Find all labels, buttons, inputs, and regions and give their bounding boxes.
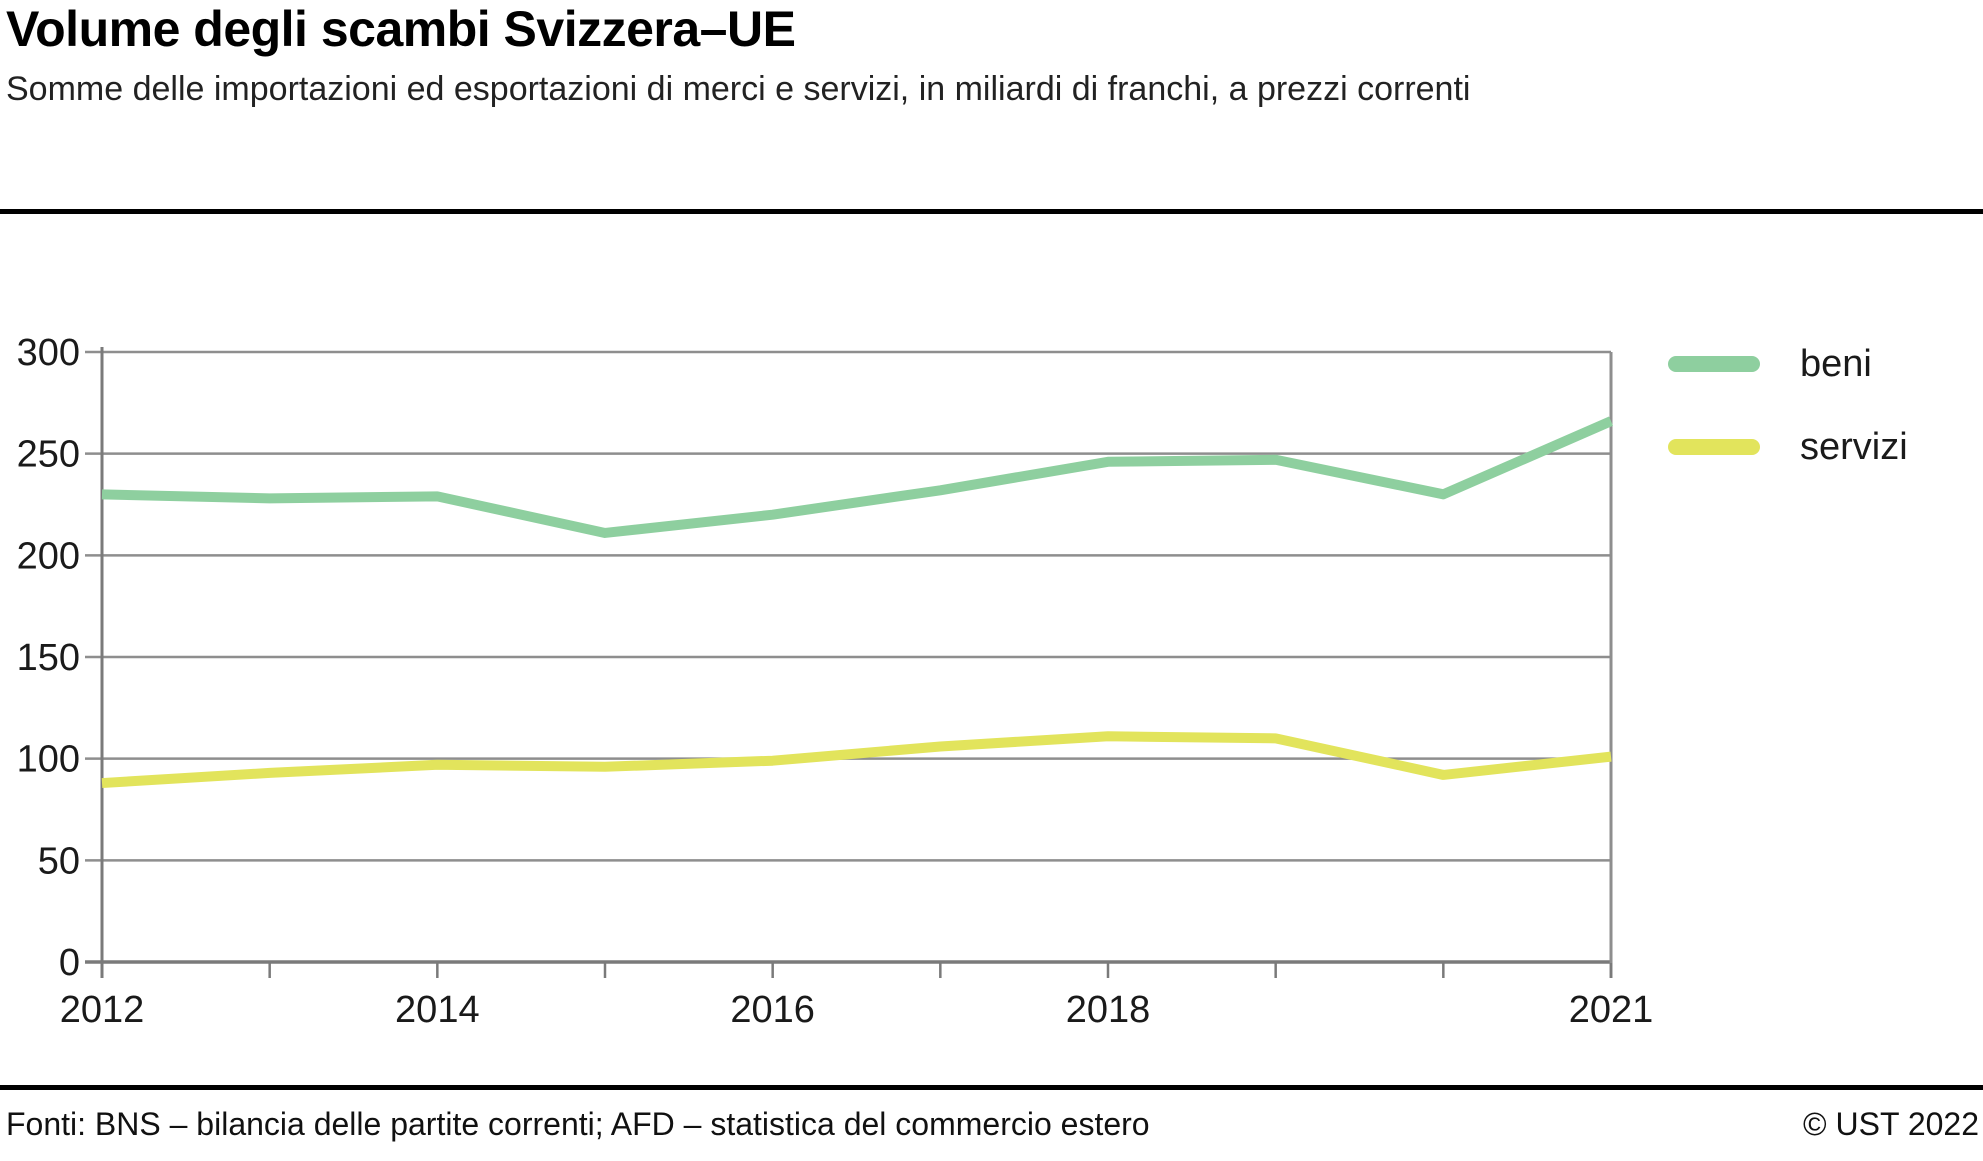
legend-item-beni: beni xyxy=(1668,340,1872,388)
x-tick-label: 2016 xyxy=(730,989,815,1031)
x-tick-label: 2014 xyxy=(395,989,480,1031)
servizi-legend-swatch xyxy=(1668,439,1760,455)
y-tick-label: 250 xyxy=(17,434,80,476)
y-tick-label: 100 xyxy=(17,739,80,781)
y-tick-label: 150 xyxy=(17,637,80,679)
y-tick-label: 300 xyxy=(17,332,80,374)
y-tick-label: 0 xyxy=(59,942,80,984)
footer-sources: Fonti: BNS – bilancia delle partite corr… xyxy=(6,1106,1150,1142)
chart-title: Volume degli scambi Svizzera–UE xyxy=(6,1,796,57)
beni-line xyxy=(101,416,1614,538)
legend-item-servizi: servizi xyxy=(1668,423,1908,471)
y-tick-label: 200 xyxy=(17,535,80,577)
x-tick-label: 2018 xyxy=(1066,989,1151,1031)
x-tick-label: 2012 xyxy=(60,989,145,1031)
x-tick-label: 2021 xyxy=(1569,989,1654,1031)
servizi-line xyxy=(101,731,1612,789)
y-tick-label: 50 xyxy=(38,840,80,882)
bottom-divider xyxy=(0,1085,1983,1090)
servizi-legend-label: servizi xyxy=(1800,425,1908,468)
top-divider xyxy=(0,209,1983,214)
chart-subtitle: Somme delle importazioni ed esportazioni… xyxy=(6,70,1471,108)
beni-legend-swatch xyxy=(1668,356,1760,372)
footer-copyright: © UST 2022 xyxy=(1803,1106,1979,1142)
beni-legend-label: beni xyxy=(1800,342,1872,385)
